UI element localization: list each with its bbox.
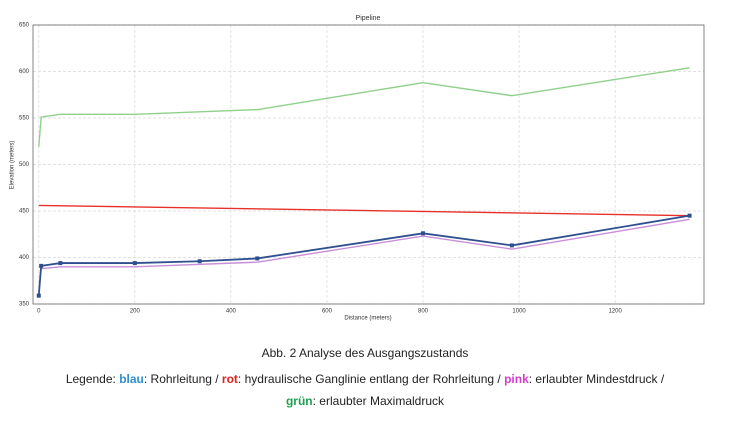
point-marker bbox=[39, 263, 44, 268]
caption-title: Abb. 2 Analyse des Ausgangszustands bbox=[261, 346, 469, 360]
x-tick-label: 200 bbox=[130, 309, 141, 315]
point-marker bbox=[509, 243, 514, 248]
x-tick-label: 600 bbox=[322, 309, 333, 315]
y-tick-label: 600 bbox=[19, 69, 30, 75]
x-tick-label: 400 bbox=[226, 309, 237, 315]
series-line bbox=[41, 218, 690, 270]
y-tick-label: 400 bbox=[19, 255, 30, 261]
legend-key: blau bbox=[119, 372, 144, 386]
legend-key: grün bbox=[285, 394, 313, 408]
x-tick-label: 0 bbox=[37, 309, 41, 315]
y-axis-label: Elevation (meters) bbox=[10, 141, 16, 190]
caption-line: Legende: blau: Rohrleitung / rot: hydrau… bbox=[0, 372, 730, 386]
caption-text: : erlaubter Maximaldruck bbox=[312, 394, 445, 408]
series-line bbox=[38, 67, 690, 147]
chart: Pipeline Distance (meters) Elevation (me… bbox=[10, 15, 705, 322]
point-marker bbox=[421, 231, 426, 236]
caption-text: : Rohrleitung / bbox=[143, 372, 222, 386]
x-axis-label: Distance (meters) bbox=[344, 316, 391, 322]
x-tick-label: 1000 bbox=[512, 309, 526, 315]
y-tick-label: 550 bbox=[19, 116, 30, 122]
caption-text: Legende: bbox=[65, 372, 120, 386]
point-marker bbox=[132, 261, 137, 266]
x-tick-label: 1200 bbox=[608, 309, 622, 315]
point-marker bbox=[687, 213, 692, 218]
caption-line: grün: erlaubter Maximaldruck bbox=[0, 394, 730, 408]
caption-text: : hydraulische Ganglinie entlang der Roh… bbox=[237, 372, 505, 386]
point-marker bbox=[58, 261, 63, 266]
caption-text: : erlaubter Mindestdruck / bbox=[528, 372, 665, 386]
plot-frame bbox=[32, 24, 705, 305]
y-tick-label: 500 bbox=[19, 162, 30, 168]
x-tick-label: 800 bbox=[418, 309, 429, 315]
point-marker bbox=[255, 256, 260, 261]
point-marker bbox=[36, 293, 41, 298]
chart-title: Pipeline bbox=[356, 15, 381, 22]
point-marker bbox=[197, 259, 202, 264]
series-line bbox=[38, 204, 690, 217]
y-tick-label: 650 bbox=[19, 23, 30, 29]
legend-key: pink bbox=[504, 372, 529, 386]
legend-key: rot bbox=[221, 372, 238, 386]
series-line bbox=[37, 214, 690, 296]
y-tick-label: 450 bbox=[19, 209, 30, 215]
y-tick-label: 350 bbox=[19, 302, 30, 308]
